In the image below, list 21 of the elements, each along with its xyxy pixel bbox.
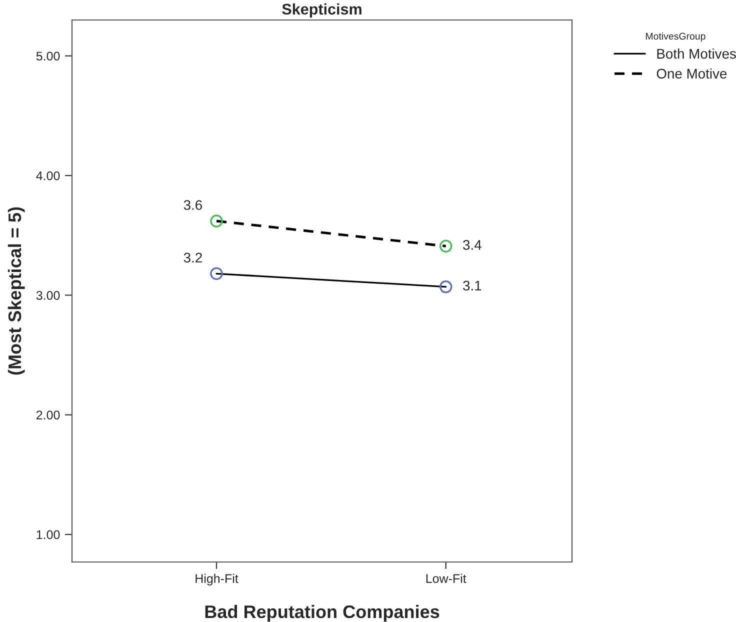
y-tick-label: 1.00 — [36, 530, 60, 540]
data-label: 3.1 — [463, 280, 482, 291]
y-axis-title: (Most Skeptical = 5) — [8, 207, 25, 375]
chart-title: Skepticism — [282, 3, 362, 18]
legend-label: One Motive — [656, 68, 727, 79]
point — [210, 267, 223, 280]
data-label: 3.2 — [184, 252, 202, 263]
x-tick-label: Low-Fit — [426, 574, 466, 583]
x-axis-title: Bad Reputation Companies — [205, 604, 440, 622]
y-tick-label: 2.00 — [36, 410, 60, 420]
point — [210, 214, 223, 228]
legend-label: Both Motives — [657, 48, 736, 59]
point — [439, 240, 452, 253]
data-label: 3.4 — [463, 240, 482, 250]
y-tick-label: 5.00 — [36, 52, 60, 61]
data-label: 3.6 — [184, 200, 202, 210]
legend-title: MotivesGroup — [646, 32, 706, 42]
x-tick-label: High-Fit — [196, 574, 238, 586]
point — [439, 280, 452, 294]
y-tick-label: 3.00 — [36, 290, 60, 300]
y-tick-label: 4.00 — [36, 171, 60, 180]
